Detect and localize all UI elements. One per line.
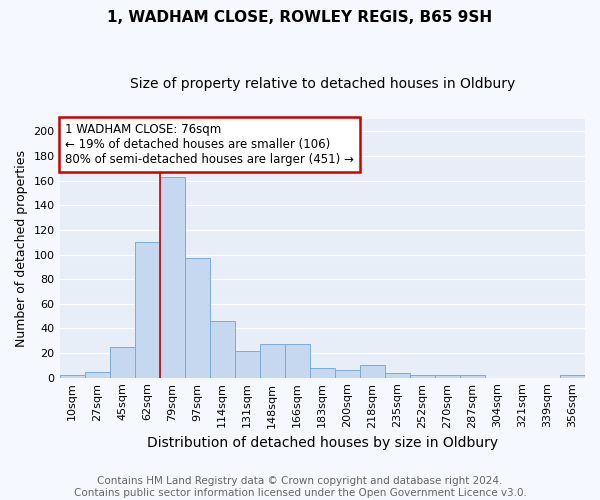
Bar <box>385 373 410 378</box>
Bar <box>160 177 185 378</box>
Bar <box>310 368 335 378</box>
Text: 1 WADHAM CLOSE: 76sqm
← 19% of detached houses are smaller (106)
80% of semi-det: 1 WADHAM CLOSE: 76sqm ← 19% of detached … <box>65 123 353 166</box>
Bar <box>209 321 235 378</box>
Bar <box>410 375 435 378</box>
Bar <box>110 347 134 378</box>
Bar <box>59 375 85 378</box>
Bar <box>360 366 385 378</box>
Bar <box>260 344 285 378</box>
Text: 1, WADHAM CLOSE, ROWLEY REGIS, B65 9SH: 1, WADHAM CLOSE, ROWLEY REGIS, B65 9SH <box>107 10 493 25</box>
Bar <box>560 375 585 378</box>
Bar <box>285 344 310 378</box>
Text: Contains HM Land Registry data © Crown copyright and database right 2024.
Contai: Contains HM Land Registry data © Crown c… <box>74 476 526 498</box>
Bar <box>85 372 110 378</box>
Title: Size of property relative to detached houses in Oldbury: Size of property relative to detached ho… <box>130 78 515 92</box>
X-axis label: Distribution of detached houses by size in Oldbury: Distribution of detached houses by size … <box>147 436 498 450</box>
Y-axis label: Number of detached properties: Number of detached properties <box>15 150 28 347</box>
Bar <box>185 258 209 378</box>
Bar <box>134 242 160 378</box>
Bar <box>460 375 485 378</box>
Bar <box>435 375 460 378</box>
Bar <box>235 350 260 378</box>
Bar <box>335 370 360 378</box>
